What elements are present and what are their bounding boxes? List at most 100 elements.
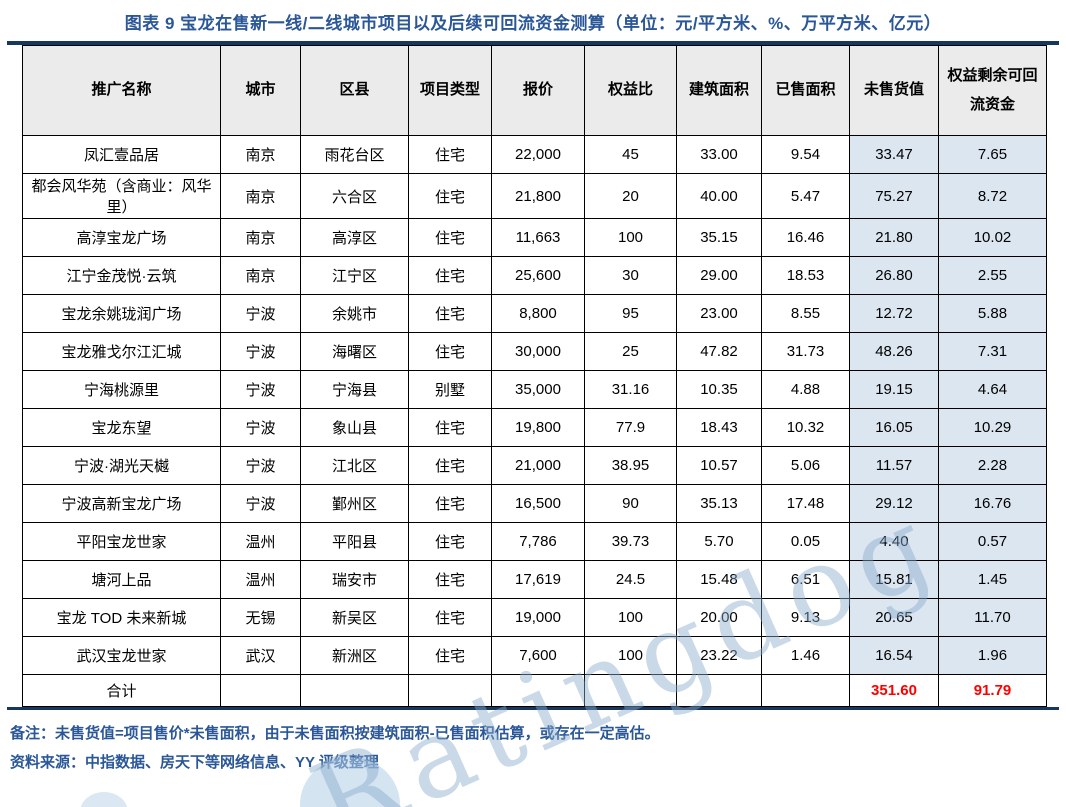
- column-header-9: 权益剩余可回流资金: [938, 45, 1047, 136]
- cell: 30: [584, 256, 677, 295]
- cell: 2.55: [938, 256, 1047, 295]
- cell: 0.05: [761, 522, 850, 561]
- cell: 住宅: [408, 332, 492, 371]
- cell: 住宅: [408, 522, 492, 561]
- cell: 宝龙余姚珑润广场: [22, 294, 221, 333]
- cell: 南京: [220, 135, 301, 174]
- cell: 海曙区: [300, 332, 409, 371]
- column-header-8: 未售货值: [849, 45, 939, 136]
- cell: 7,600: [491, 636, 585, 675]
- cell: 温州: [220, 522, 301, 561]
- cell: 18.53: [761, 256, 850, 295]
- cell: 20.65: [849, 598, 939, 637]
- cell: 雨花台区: [300, 135, 409, 174]
- total-cell: [220, 674, 301, 707]
- cell: 宁波高新宝龙广场: [22, 484, 221, 523]
- cell: 21.80: [849, 218, 939, 257]
- cell: 35,000: [491, 370, 585, 409]
- projects-table: 推广名称 城市 区县 项目类型 报价 权益比 建筑面积 已售面积 未售货值 权益剩余可回流资金 凤…: [22, 45, 1047, 707]
- cell: 武汉宝龙世家: [22, 636, 221, 675]
- column-header-3: 项目类型: [408, 45, 492, 136]
- cell: 瑞安市: [300, 560, 409, 599]
- table-row: 宝龙东望 宁波 象山县 住宅 19,800 77.9 18.43 10.32 16.05 10.2…: [22, 408, 1047, 447]
- column-header-2: 区县: [300, 45, 409, 136]
- cell: 1.46: [761, 636, 850, 675]
- cell: 别墅: [408, 370, 492, 409]
- cell: 塘河上品: [22, 560, 221, 599]
- cell: 4.88: [761, 370, 850, 409]
- column-header-1: 城市: [220, 45, 301, 136]
- cell: 45: [584, 135, 677, 174]
- note-line: 备注：未售货值=项目售价*未售面积，由于未售面积按建筑面积-已售面积估算，或存在…: [10, 725, 660, 742]
- cell: 21,000: [491, 446, 585, 485]
- table-row: 凤汇壹品居 南京 雨花台区 住宅 22,000 45 33.00 9.54 33.47 7.65: [22, 135, 1047, 174]
- cell: 25,600: [491, 256, 585, 295]
- cell: 31.73: [761, 332, 850, 371]
- cell: 江宁金茂悦·云筑: [22, 256, 221, 295]
- cell: 6.51: [761, 560, 850, 599]
- cell: 住宅: [408, 135, 492, 174]
- cell: 18.43: [676, 408, 762, 447]
- table-row: 都会风华苑（含商业：风华里） 南京 六合区 住宅 21,800 20 40.00 5.47 75…: [22, 173, 1047, 219]
- cell: 10.35: [676, 370, 762, 409]
- cell: 22,000: [491, 135, 585, 174]
- cell: 1.45: [938, 560, 1047, 599]
- cell: 住宅: [408, 636, 492, 675]
- cell: 31.16: [584, 370, 677, 409]
- cell: 20.00: [676, 598, 762, 637]
- cell: 39.73: [584, 522, 677, 561]
- table-row: 宝龙余姚珑润广场 宁波 余姚市 住宅 8,800 95 23.00 8.55 12.72 5.88: [22, 294, 1047, 333]
- cell: 住宅: [408, 294, 492, 333]
- cell: 宝龙 TOD 未来新城: [22, 598, 221, 637]
- cell: 8.55: [761, 294, 850, 333]
- cell: 8.72: [938, 173, 1047, 219]
- cell: 0.57: [938, 522, 1047, 561]
- cell: 象山县: [300, 408, 409, 447]
- cell: 高淳宝龙广场: [22, 218, 221, 257]
- cell: 38.95: [584, 446, 677, 485]
- cell: 77.9: [584, 408, 677, 447]
- cell: 17,619: [491, 560, 585, 599]
- table-body: 凤汇壹品居 南京 雨花台区 住宅 22,000 45 33.00 9.54 33.47 7.65 都…: [22, 135, 1047, 707]
- cell: 9.54: [761, 135, 850, 174]
- cell: 16.54: [849, 636, 939, 675]
- cell: 16,500: [491, 484, 585, 523]
- cell: 凤汇壹品居: [22, 135, 221, 174]
- cell: 都会风华苑（含商业：风华里）: [22, 173, 221, 219]
- cell: 宁波: [220, 408, 301, 447]
- cell: 48.26: [849, 332, 939, 371]
- cell: 11.57: [849, 446, 939, 485]
- cell: 5.70: [676, 522, 762, 561]
- cell: 26.80: [849, 256, 939, 295]
- cell: 40.00: [676, 173, 762, 219]
- footnotes: 备注：未售货值=项目售价*未售面积，由于未售面积按建筑面积-已售面积估算，或存在…: [10, 719, 1066, 777]
- cell: 29.12: [849, 484, 939, 523]
- cell: 7.65: [938, 135, 1047, 174]
- cell: 16.76: [938, 484, 1047, 523]
- cell: 六合区: [300, 173, 409, 219]
- cell: 4.40: [849, 522, 939, 561]
- cell: 11,663: [491, 218, 585, 257]
- cell: 10.32: [761, 408, 850, 447]
- cell: 16.05: [849, 408, 939, 447]
- cell: 75.27: [849, 173, 939, 219]
- cell: 30,000: [491, 332, 585, 371]
- total-cell: [584, 674, 677, 707]
- table-header: 推广名称 城市 区县 项目类型 报价 权益比 建筑面积 已售面积 未售货值 权益剩余可回流资金: [22, 45, 1047, 136]
- total-cell: [491, 674, 585, 707]
- cell: 33.47: [849, 135, 939, 174]
- cell: 平阳县: [300, 522, 409, 561]
- cell: 7,786: [491, 522, 585, 561]
- cell: 29.00: [676, 256, 762, 295]
- cell: 宁波·湖光天樾: [22, 446, 221, 485]
- table-row: 宁波·湖光天樾 宁波 江北区 住宅 21,000 38.95 10.57 5.06 11.57 2…: [22, 446, 1047, 485]
- cell: 4.64: [938, 370, 1047, 409]
- cell: 住宅: [408, 256, 492, 295]
- table-row: 高淳宝龙广场 南京 高淳区 住宅 11,663 100 35.15 16.46 21.80 10.…: [22, 218, 1047, 257]
- cell: 100: [584, 218, 677, 257]
- cell: 90: [584, 484, 677, 523]
- cell: 10.57: [676, 446, 762, 485]
- cell: 南京: [220, 173, 301, 219]
- cell: 住宅: [408, 408, 492, 447]
